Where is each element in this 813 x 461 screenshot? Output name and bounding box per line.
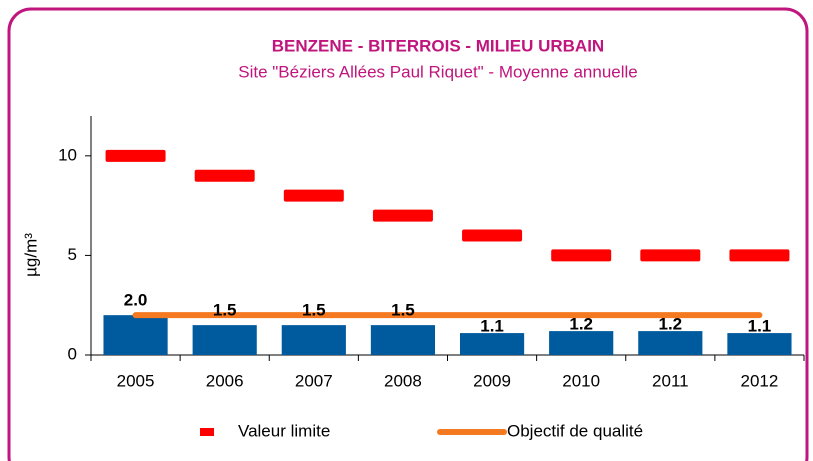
limit-dash	[283, 189, 344, 202]
limit-dash	[729, 249, 790, 262]
data-label: 1.2	[658, 315, 682, 334]
bar	[281, 325, 346, 355]
x-tick-label: 2006	[206, 371, 244, 390]
limit-dash	[462, 229, 523, 242]
limit-dash	[551, 249, 612, 262]
data-label: 2.0	[124, 291, 148, 310]
bar	[192, 325, 257, 355]
bar	[727, 333, 792, 355]
x-tick-label: 2012	[741, 371, 779, 390]
bar	[549, 331, 614, 355]
legend-label: Valeur limite	[238, 421, 330, 440]
y-axis-label: µg/m³	[21, 233, 40, 277]
data-label: 1.5	[213, 301, 237, 320]
legend-label: Objectif de qualité	[507, 421, 643, 440]
chart-subtitle: Site "Béziers Allées Paul Riquet" - Moye…	[238, 62, 638, 81]
data-label: 1.5	[391, 301, 415, 320]
data-label: 1.2	[569, 315, 593, 334]
data-label: 1.5	[302, 301, 326, 320]
bar	[638, 331, 703, 355]
limit-dash	[105, 149, 166, 162]
limit-dash	[640, 249, 701, 262]
y-tick-label: 0	[68, 344, 77, 363]
chart-title: BENZENE - BITERROIS - MILIEU URBAIN	[272, 36, 604, 55]
bar	[103, 315, 168, 355]
legend-swatch	[200, 428, 214, 436]
bar	[370, 325, 436, 355]
bar	[459, 333, 525, 355]
y-tick-label: 5	[68, 245, 77, 264]
x-tick-label: 2007	[295, 371, 333, 390]
x-tick-label: 2011	[652, 371, 689, 390]
x-tick-label: 2005	[117, 371, 155, 390]
x-tick-label: 2008	[384, 371, 422, 390]
x-tick-label: 2009	[473, 371, 511, 390]
x-tick-label: 2010	[562, 371, 600, 390]
limit-dash	[372, 209, 433, 222]
y-tick-label: 10	[58, 145, 77, 164]
data-label: 1.1	[748, 317, 772, 336]
data-label: 1.1	[480, 317, 504, 336]
limit-dash	[194, 169, 255, 182]
